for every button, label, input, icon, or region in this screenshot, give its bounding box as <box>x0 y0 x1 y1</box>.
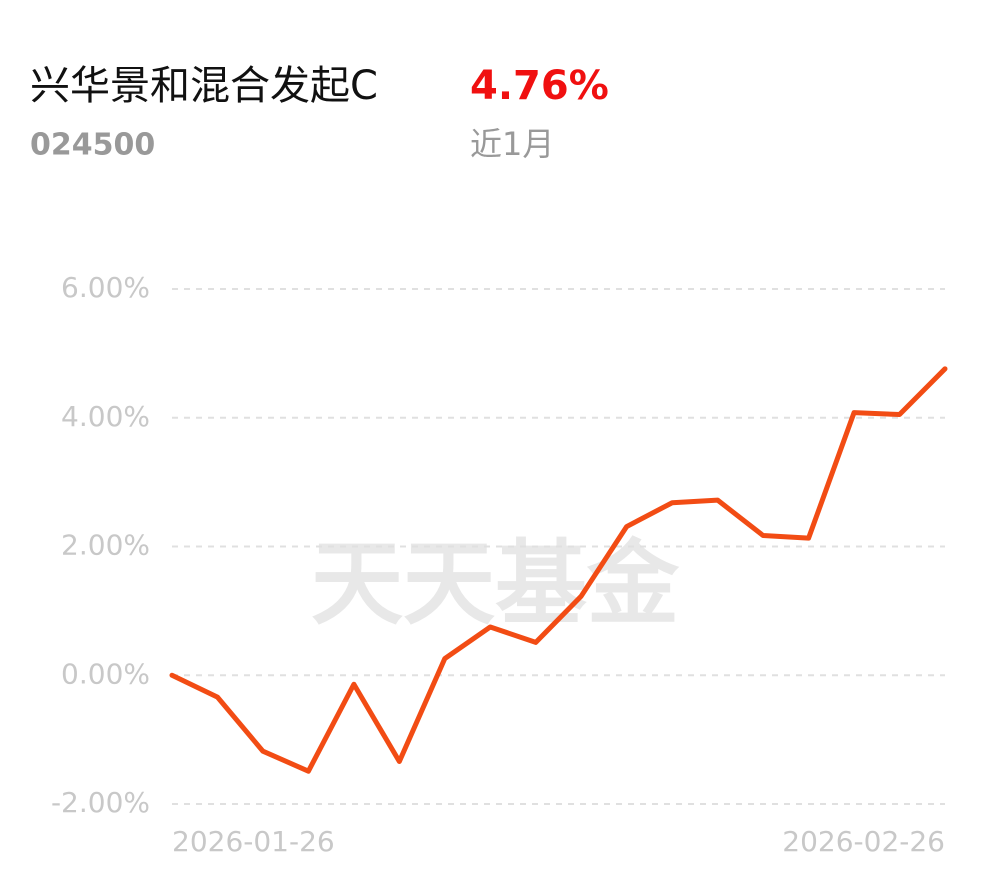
period-label: 近1月 <box>470 125 554 163</box>
fund-title: 兴华景和混合发起C <box>30 63 378 109</box>
y-tick-label: 0.00% <box>61 657 150 690</box>
fund-code: 024500 <box>30 128 155 163</box>
watermark: 天天基金 <box>311 530 680 637</box>
y-tick-label: 6.00% <box>61 271 150 304</box>
x-tick-label: 2026-02-26 <box>782 825 945 858</box>
fund-return: 4.76% <box>470 63 609 109</box>
x-tick-label: 2026-01-26 <box>172 825 335 858</box>
y-tick-label: 2.00% <box>61 529 150 562</box>
y-tick-label: 4.00% <box>61 400 150 433</box>
series-line <box>169 366 948 774</box>
y-tick-label: -2.00% <box>51 786 150 819</box>
